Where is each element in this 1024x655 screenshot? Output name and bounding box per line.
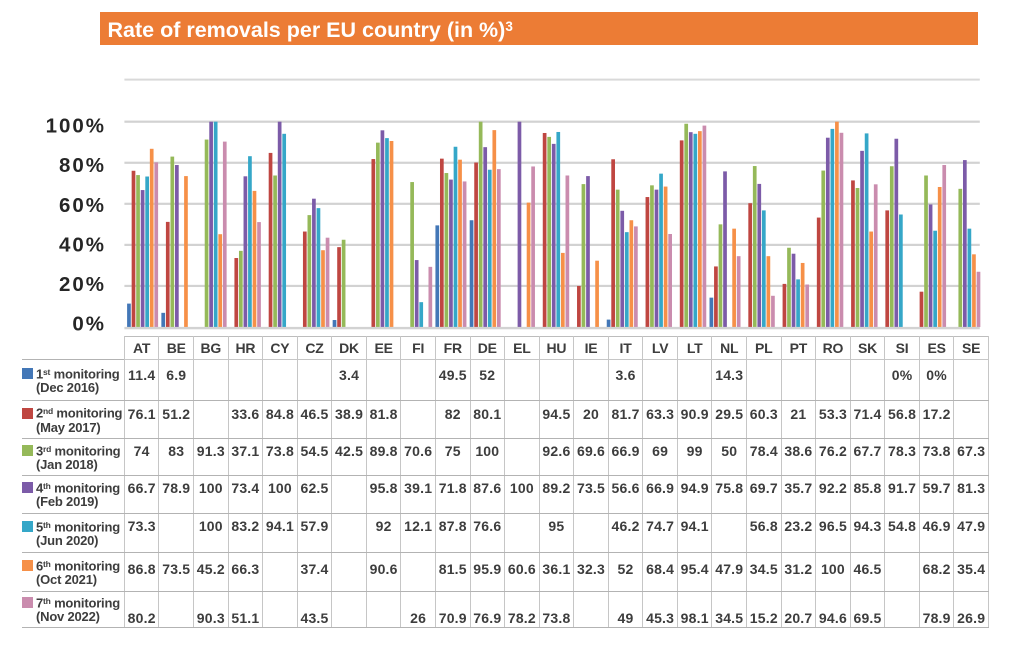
svg-text:60%: 60% [59, 194, 106, 217]
svg-text:0%: 0% [72, 313, 106, 336]
svg-text:40%: 40% [59, 233, 106, 256]
svg-text:80%: 80% [59, 154, 106, 177]
svg-text:100%: 100% [46, 115, 106, 138]
svg-text:20%: 20% [59, 273, 106, 296]
